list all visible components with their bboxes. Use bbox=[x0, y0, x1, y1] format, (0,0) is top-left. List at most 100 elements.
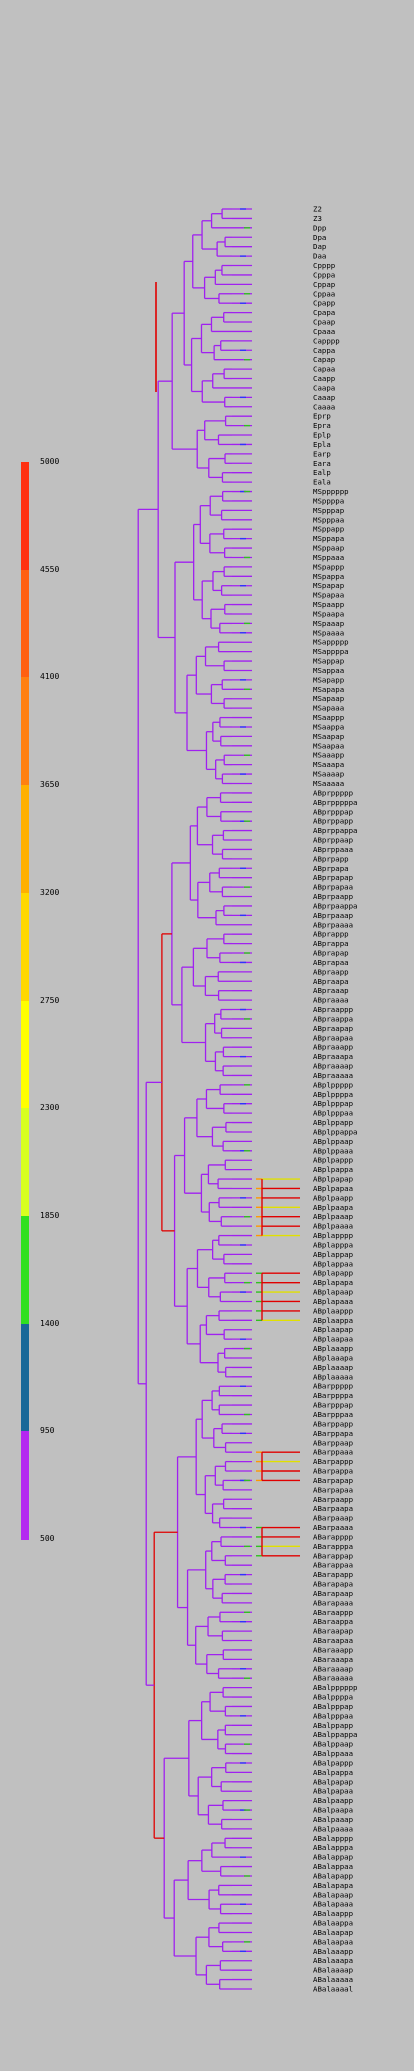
cell-label: MSappaa bbox=[313, 666, 344, 675]
scale-tick-3200: 3200 bbox=[40, 887, 60, 897]
cell-label: ABarppaaa bbox=[313, 1448, 353, 1457]
cell-label: ABalpapap bbox=[313, 1777, 353, 1786]
cell-label: Eara bbox=[313, 459, 331, 468]
cell-label: ABplpapap bbox=[313, 1175, 353, 1184]
cell-label: ABplppaap bbox=[313, 1137, 353, 1146]
cell-label: MSappppa bbox=[313, 647, 349, 656]
cell-label: ABplaapap bbox=[313, 1325, 353, 1334]
cell-label: ABprpapa bbox=[313, 864, 349, 873]
cell-label: ABpraaap bbox=[313, 986, 349, 995]
cell-label: Caapa bbox=[313, 383, 335, 392]
cell-label: ABalpppaa bbox=[313, 1711, 353, 1720]
cell-label: ABalppappa bbox=[313, 1730, 358, 1739]
cell-label: Cppaa bbox=[313, 289, 335, 298]
cell-label: Earp bbox=[313, 449, 331, 458]
cell-label: Capap bbox=[313, 355, 335, 364]
cell-label: ABprpaapp bbox=[313, 892, 353, 901]
scale-band-8 bbox=[21, 1323, 29, 1433]
cell-label: ABplppppp bbox=[313, 1080, 353, 1089]
cell-label: ABplpaaap bbox=[313, 1212, 353, 1221]
cell-label: ABalaappa bbox=[313, 1919, 353, 1928]
scale-band-2 bbox=[21, 677, 29, 787]
scale-band-4 bbox=[21, 892, 29, 1002]
cell-label: ABpraaaa bbox=[313, 996, 349, 1005]
cell-label: ABarppaap bbox=[313, 1438, 353, 1447]
cell-label: ABalppppa bbox=[313, 1693, 353, 1702]
cell-label: Cpaaa bbox=[313, 327, 335, 336]
cell-label: ABprppappa bbox=[313, 826, 358, 835]
cell-label: ABpraapa bbox=[313, 977, 349, 986]
cell-label: ABprapap bbox=[313, 949, 349, 958]
cell-label: ABaraaapa bbox=[313, 1655, 353, 1664]
scale-tick-1400: 1400 bbox=[40, 1318, 60, 1328]
cell-label: ABarpppaa bbox=[313, 1410, 353, 1419]
cell-label: MSpppppp bbox=[313, 487, 349, 496]
cell-label: ABarppppa bbox=[313, 1391, 353, 1400]
cell-label: ABprpppap bbox=[313, 807, 353, 816]
cell-label: ABprppaaa bbox=[313, 845, 353, 854]
cell-label: MSpppap bbox=[313, 506, 344, 515]
cell-label: ABalappap bbox=[313, 1853, 353, 1862]
color-scale-bar bbox=[21, 462, 29, 1540]
cell-label: ABplpappa bbox=[313, 1165, 353, 1174]
cell-label: ABalapppa bbox=[313, 1843, 353, 1852]
scale-tick-950: 950 bbox=[40, 1426, 55, 1436]
cell-label: Eplp bbox=[313, 431, 331, 440]
cell-label: Caapp bbox=[313, 374, 335, 383]
cell-label: MSpaapa bbox=[313, 609, 344, 618]
scale-tick-1850: 1850 bbox=[40, 1210, 60, 1220]
cell-label: ABplaapaa bbox=[313, 1335, 353, 1344]
cell-label: MSaappp bbox=[313, 713, 344, 722]
cell-label: ABpraaapa bbox=[313, 1052, 353, 1061]
scale-band-3 bbox=[21, 785, 29, 894]
cell-label: ABalpaapp bbox=[313, 1796, 353, 1805]
cell-label: ABalaaaaa bbox=[313, 1975, 353, 1984]
cell-label: ABpraapp bbox=[313, 967, 349, 976]
cell-label: ABalppapp bbox=[313, 1721, 353, 1730]
cell-label: ABalpappa bbox=[313, 1768, 353, 1777]
cell-label: ABalapapp bbox=[313, 1871, 353, 1880]
cell-label: MSpaaap bbox=[313, 619, 344, 628]
cell-label: Dpa bbox=[313, 233, 326, 242]
cell-label: Epla bbox=[313, 440, 331, 449]
cell-label: MSaaapp bbox=[313, 751, 344, 760]
cell-label: MSpppaa bbox=[313, 515, 344, 524]
cell-label: MSpaaaa bbox=[313, 628, 344, 637]
cell-label: ABplpppaa bbox=[313, 1109, 353, 1118]
cell-label: ABarppppp bbox=[313, 1382, 353, 1391]
cell-label: ABaraaaap bbox=[313, 1664, 353, 1673]
cell-label: ABarpapaa bbox=[313, 1485, 353, 1494]
cell-label: ABplppppa bbox=[313, 1090, 353, 1099]
cell-label: Cappa bbox=[313, 346, 335, 355]
cell-label: Eala bbox=[313, 478, 331, 487]
cell-label: ABarapaaa bbox=[313, 1598, 353, 1607]
cell-label: ABprpapaa bbox=[313, 883, 353, 892]
cell-label: ABarapppa bbox=[313, 1542, 353, 1551]
color-scale-legend: 5000 4550 4100 3650 3200 2750 2300 1850 1400 950 5… bbox=[0, 0, 80, 2071]
cell-label: MSppaap bbox=[313, 544, 344, 553]
cell-label: ABarpaaap bbox=[313, 1514, 353, 1523]
cell-label: ABplppappa bbox=[313, 1127, 358, 1136]
scale-tick-4550: 4550 bbox=[40, 564, 60, 574]
cell-label: ABplpaapp bbox=[313, 1193, 353, 1202]
cell-label: ABpraaapp bbox=[313, 1043, 353, 1052]
cell-label: ABplappaa bbox=[313, 1259, 353, 1268]
scale-band-6 bbox=[21, 1108, 29, 1217]
scale-tick-2750: 2750 bbox=[40, 995, 60, 1005]
scale-tick-2300: 2300 bbox=[40, 1103, 60, 1113]
cell-label: Capaa bbox=[313, 365, 335, 374]
cell-label: ABprpapap bbox=[313, 873, 353, 882]
cell-label: ABarpaapp bbox=[313, 1495, 353, 1504]
scale-tick-3650: 3650 bbox=[40, 780, 60, 790]
cell-label: ABarpappp bbox=[313, 1457, 353, 1466]
cell-label: MSppapa bbox=[313, 534, 344, 543]
cell-label: ABprpaaaa bbox=[313, 920, 353, 929]
cell-label: MSpapap bbox=[313, 581, 344, 590]
cell-label: ABpraapap bbox=[313, 1024, 353, 1033]
cell-label: ABplapppp bbox=[313, 1231, 353, 1240]
cell-label: ABplapppa bbox=[313, 1240, 353, 1249]
cell-label: ABprappp bbox=[313, 930, 349, 939]
cell-label: ABarpppap bbox=[313, 1401, 353, 1410]
cell-label: MSppapp bbox=[313, 525, 344, 534]
cell-label: ABpraappa bbox=[313, 1014, 353, 1023]
